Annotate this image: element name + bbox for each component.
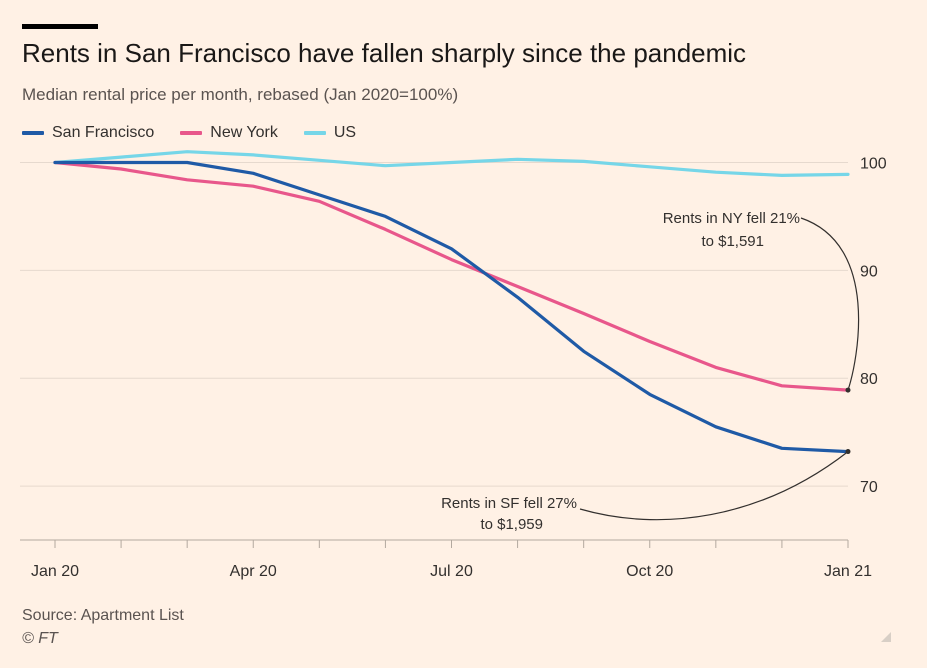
legend-label-us: US <box>333 124 357 141</box>
annotation-ny-line-1: Rents in NY fell 21% <box>663 210 800 227</box>
annotation-sf-line-1: Rents in SF fell 27% <box>441 495 577 512</box>
legend-label-san-francisco: San Francisco <box>52 124 155 141</box>
legend-item-us: US <box>303 124 357 142</box>
chart-subtitle: Median rental price per month, rebased (… <box>22 85 459 104</box>
legend-item-new-york: New York <box>180 124 278 142</box>
annotation-ny-connector <box>800 217 860 391</box>
resize-corner-icon <box>881 632 891 642</box>
line-chart: 70 80 90 100 Jan 20 Apr 20 Jul 20 Oct 20 Jan 21 R… <box>20 150 887 580</box>
legend-label-new-york: New York <box>210 124 278 141</box>
y-tick-label-90: 90 <box>860 263 878 280</box>
x-tick-label-6: Jul 20 <box>430 563 473 580</box>
legend: San Francisco New York US <box>22 124 382 142</box>
y-tick-label-100: 100 <box>860 156 887 173</box>
header-rule <box>22 24 98 29</box>
annotation-sf-dot <box>845 449 851 455</box>
y-tick-label-70: 70 <box>860 479 878 496</box>
annotation-ny-dot <box>845 387 851 393</box>
ft-credit: © FT <box>22 630 58 647</box>
x-tick-label-3: Apr 20 <box>230 563 277 580</box>
y-tick-label-80: 80 <box>860 371 878 388</box>
series-line-san-francisco <box>53 160 850 454</box>
source-note: Source: Apartment List <box>22 607 184 624</box>
series-line-us <box>53 150 850 177</box>
annotation-ny-line-2: to $1,591 <box>701 233 764 250</box>
legend-swatch-san-francisco <box>22 131 44 135</box>
series-line-new-york <box>53 160 850 392</box>
annotation-sf-connector <box>579 451 849 521</box>
legend-swatch-new-york <box>180 131 203 135</box>
annotation-sf-line-2: to $1,959 <box>480 516 543 533</box>
legend-item-san-francisco: San Francisco <box>22 124 154 142</box>
legend-swatch-us <box>303 131 326 135</box>
x-tick-label-9: Oct 20 <box>626 563 673 580</box>
x-tick-label-12: Jan 21 <box>824 563 872 580</box>
x-tick-label-0: Jan 20 <box>31 563 79 580</box>
chart-title: Rents in San Francisco have fallen sharp… <box>22 38 747 68</box>
